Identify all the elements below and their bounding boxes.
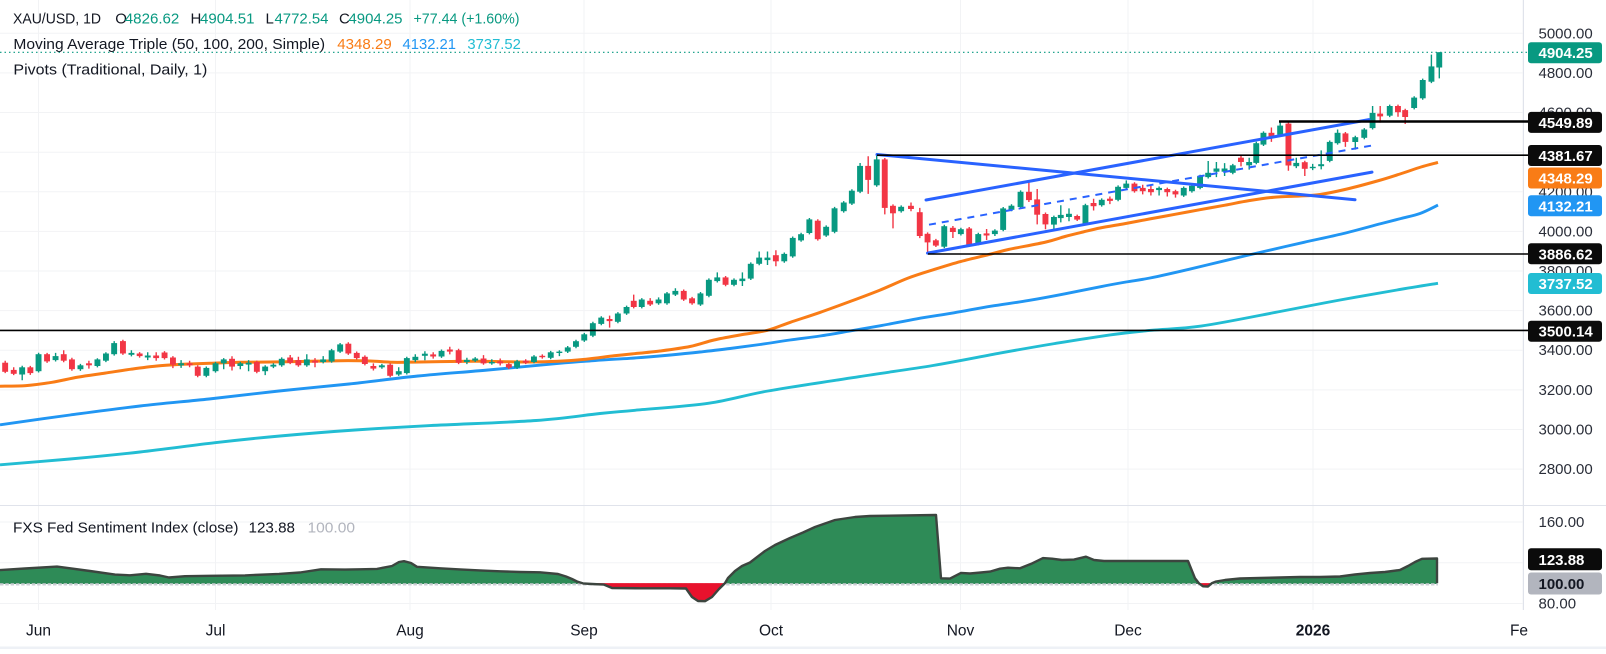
svg-text:3400.00: 3400.00 (1539, 342, 1593, 359)
svg-text:4904.51: 4904.51 (200, 11, 255, 28)
svg-text:4381.67: 4381.67 (1539, 148, 1593, 165)
svg-text:3000.00: 3000.00 (1539, 422, 1593, 439)
svg-text:4132.21: 4132.21 (403, 36, 457, 53)
svg-text:Oct: Oct (759, 623, 784, 640)
svg-text:4826.62: 4826.62 (125, 11, 180, 28)
svg-text:FXS Fed Sentiment Index (close: FXS Fed Sentiment Index (close) (13, 520, 239, 537)
svg-text:4549.89: 4549.89 (1539, 115, 1593, 132)
svg-text:5000.00: 5000.00 (1539, 25, 1593, 42)
svg-text:Pivots (Traditional, Daily, 1): Pivots (Traditional, Daily, 1) (13, 62, 207, 79)
svg-text:3737.52: 3737.52 (467, 36, 521, 53)
svg-text:100.00: 100.00 (1539, 576, 1585, 593)
svg-text:O: O (115, 11, 127, 28)
svg-text:3737.52: 3737.52 (1539, 276, 1593, 293)
svg-text:80.00: 80.00 (1539, 596, 1577, 613)
svg-text:3600.00: 3600.00 (1539, 303, 1593, 320)
svg-text:4348.29: 4348.29 (1539, 171, 1593, 188)
svg-text:L: L (266, 11, 274, 28)
svg-text:100.00: 100.00 (308, 520, 356, 537)
svg-text:4348.29: 4348.29 (337, 36, 391, 53)
svg-text:4904.25: 4904.25 (349, 11, 403, 28)
svg-text:160.00: 160.00 (1539, 514, 1585, 531)
svg-text:Jun: Jun (26, 623, 51, 640)
svg-text:4132.21: 4132.21 (1539, 198, 1593, 215)
svg-text:3886.62: 3886.62 (1539, 246, 1593, 263)
svg-text:4772.54: 4772.54 (275, 11, 329, 28)
svg-text:Fe: Fe (1510, 623, 1528, 640)
svg-text:Dec: Dec (1114, 623, 1142, 640)
svg-text:Nov: Nov (947, 623, 975, 640)
svg-text:4000.00: 4000.00 (1539, 223, 1593, 240)
svg-text:4904.25: 4904.25 (1539, 45, 1593, 62)
svg-text:Sep: Sep (570, 623, 598, 640)
svg-text:+77.44 (+1.60%): +77.44 (+1.60%) (414, 11, 520, 28)
svg-text:XAU/USD, 1D: XAU/USD, 1D (13, 11, 101, 28)
svg-text:H: H (191, 11, 202, 28)
svg-text:123.88: 123.88 (1539, 552, 1585, 569)
svg-text:4800.00: 4800.00 (1539, 65, 1593, 82)
svg-text:3200.00: 3200.00 (1539, 382, 1593, 399)
svg-text:Jul: Jul (206, 623, 226, 640)
svg-text:2026: 2026 (1296, 623, 1331, 640)
svg-text:Aug: Aug (396, 623, 424, 640)
svg-text:2800.00: 2800.00 (1539, 461, 1593, 478)
svg-text:3500.14: 3500.14 (1539, 324, 1594, 341)
svg-text:Moving Average Triple (50, 100: Moving Average Triple (50, 100, 200, Sim… (13, 36, 325, 53)
svg-text:C: C (339, 11, 350, 28)
svg-text:123.88: 123.88 (249, 520, 296, 537)
